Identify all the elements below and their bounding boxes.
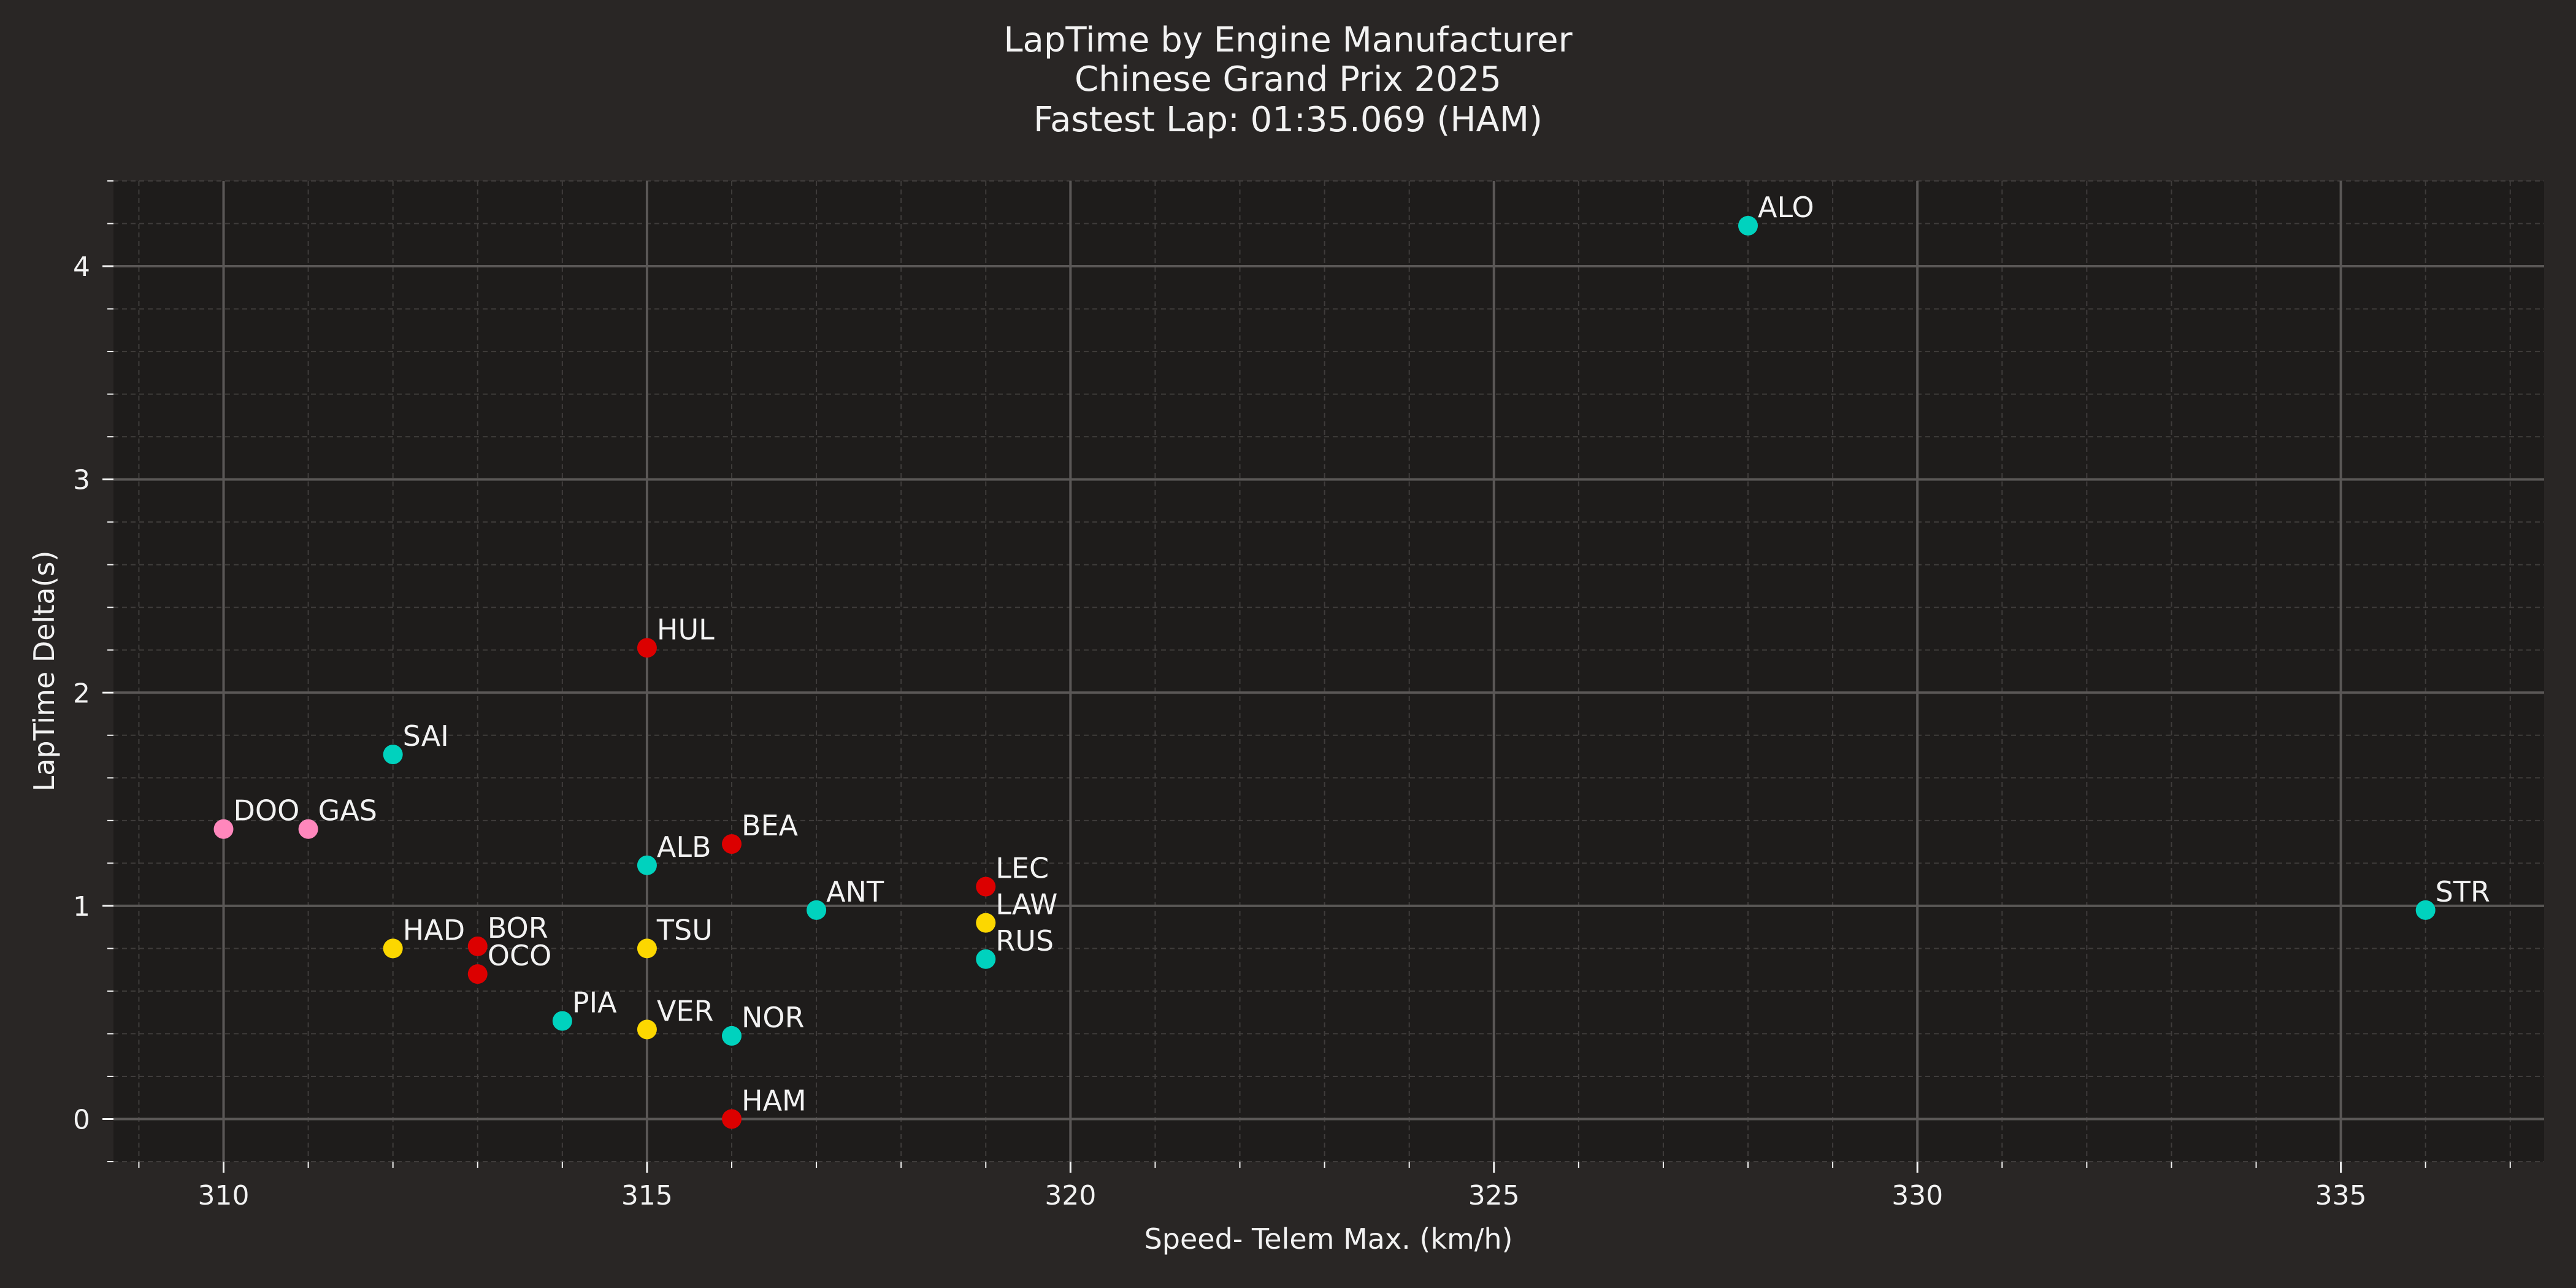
data-label-ant: ANT [826, 875, 884, 908]
data-point-nor [722, 1025, 742, 1046]
y-axis-label: LapTime Delta(s) [28, 551, 61, 792]
data-point-ham [722, 1109, 742, 1129]
x-tick-label: 310 [198, 1180, 250, 1211]
data-label-rus: RUS [995, 924, 1054, 957]
data-label-gas: GAS [318, 794, 377, 827]
chart-title-line-1: LapTime by Engine Manufacturer [1003, 20, 1573, 60]
data-point-lec [976, 876, 996, 897]
data-point-rus [976, 949, 996, 969]
y-tick-label: 1 [73, 891, 90, 922]
y-tick-label: 4 [73, 251, 90, 283]
data-point-oco [467, 964, 488, 984]
x-tick-label: 325 [1468, 1180, 1520, 1211]
data-point-alb [637, 855, 657, 875]
x-tick-label: 335 [2315, 1180, 2367, 1211]
x-tick-label: 330 [1892, 1180, 1943, 1211]
data-label-ver: VER [657, 994, 714, 1027]
data-point-hul [637, 638, 657, 658]
x-tick-label: 315 [621, 1180, 673, 1211]
plot-area [113, 181, 2544, 1162]
data-point-pia [552, 1011, 572, 1031]
data-label-doo: DOO [234, 794, 300, 827]
data-point-doo [213, 819, 234, 839]
chart-title-line-3: Fastest Lap: 01:35.069 (HAM) [1033, 100, 1543, 140]
data-label-oco: OCO [488, 939, 552, 972]
data-point-alo [1738, 215, 1758, 236]
data-points [213, 215, 2436, 1129]
data-label-law: LAW [995, 888, 1057, 921]
data-label-sai: SAI [403, 719, 449, 753]
x-axis-label: Speed- Telem Max. (km/h) [1144, 1222, 1513, 1255]
x-tick-label: 320 [1045, 1180, 1096, 1211]
data-point-ant [807, 900, 827, 920]
data-point-law [976, 913, 996, 933]
minor-gridlines [113, 180, 2544, 1162]
data-label-nor: NOR [742, 1001, 805, 1034]
data-point-tsu [637, 938, 657, 959]
data-label-had: HAD [403, 913, 465, 946]
data-point-bea [722, 834, 742, 854]
data-point-sai [383, 745, 403, 765]
chart-title-line-2: Chinese Grand Prix 2025 [1075, 59, 1501, 99]
data-point-str [2415, 900, 2436, 920]
data-point-had [383, 938, 403, 959]
chart-title: LapTime by Engine Manufacturer Chinese G… [1003, 20, 1573, 140]
point-labels: ALO HUL SAI DOO GAS BEA ALB LEC ANT STR LAW HAD BOR T… [234, 191, 2490, 1117]
data-point-bor [467, 936, 488, 956]
major-gridlines [113, 181, 2544, 1162]
data-label-lec: LEC [995, 852, 1049, 885]
data-label-bea: BEA [742, 809, 799, 842]
data-point-ver [637, 1019, 657, 1040]
y-tick-label: 2 [73, 678, 90, 709]
data-label-alb: ALB [657, 830, 711, 864]
tick-labels: 310 315 320 325 330 335 0 1 2 3 4 [73, 251, 2367, 1211]
y-tick-label: 0 [73, 1104, 90, 1135]
data-label-ham: HAM [742, 1084, 807, 1117]
data-label-tsu: TSU [656, 913, 713, 946]
axis-ticks [102, 180, 2511, 1173]
data-label-str: STR [2436, 875, 2490, 908]
data-label-bor: BOR [488, 911, 548, 945]
y-tick-label: 3 [73, 465, 90, 496]
data-label-pia: PIA [572, 986, 617, 1019]
data-point-gas [298, 819, 318, 839]
data-label-alo: ALO [1758, 191, 1814, 224]
data-label-hul: HUL [657, 613, 715, 646]
